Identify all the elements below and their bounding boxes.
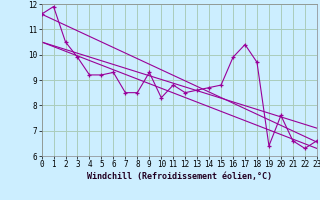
- X-axis label: Windchill (Refroidissement éolien,°C): Windchill (Refroidissement éolien,°C): [87, 172, 272, 181]
